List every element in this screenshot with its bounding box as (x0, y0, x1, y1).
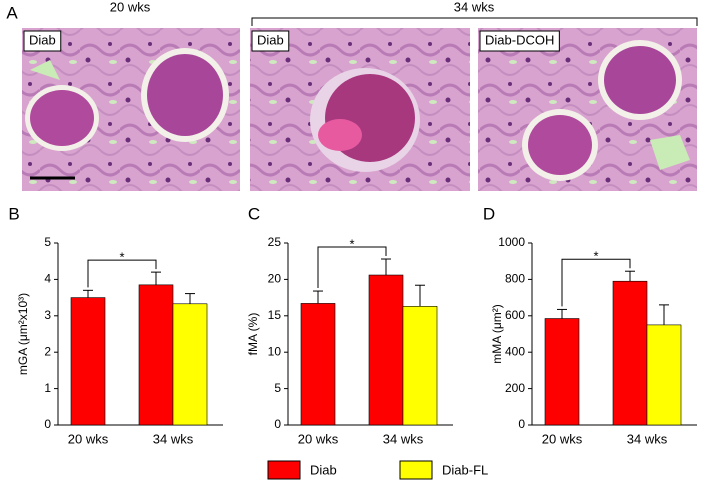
y-tick-label: 1 (44, 381, 51, 395)
y-tick-label: 4 (44, 272, 51, 286)
bar (612, 280, 648, 426)
bar (70, 297, 106, 426)
x-tick-label: 20 wks (68, 431, 109, 446)
x-tick-label: 20 wks (542, 431, 583, 446)
significance-mark: * (349, 236, 354, 251)
bar (402, 306, 438, 426)
legend-swatch (267, 460, 301, 480)
x-tick-label: 20 wks (298, 431, 339, 446)
y-tick-label: 10 (268, 344, 282, 358)
micrograph (22, 28, 240, 191)
y-axis-label: mGA (μm²x10³) (16, 293, 30, 375)
y-tick-label: 200 (505, 381, 525, 395)
group-bracket (251, 17, 698, 26)
panel-letter: B (8, 204, 19, 223)
y-tick-label: 0 (274, 417, 281, 431)
y-tick-label: 3 (44, 308, 51, 322)
legend-label: Diab (310, 462, 337, 477)
x-tick-label: 34 wks (153, 431, 194, 446)
micrograph (478, 28, 697, 191)
image-label: Diab (257, 32, 284, 47)
bar (646, 324, 682, 426)
y-tick-label: 600 (505, 308, 525, 322)
y-axis-label: mMA (μm²) (490, 304, 504, 364)
legend-swatch (399, 460, 433, 480)
group-label: 20 wks (110, 0, 151, 14)
significance-bracket (317, 246, 387, 289)
image-label: Diab (29, 32, 56, 47)
y-tick-label: 800 (505, 272, 525, 286)
micrograph (250, 28, 470, 191)
significance-bracket (561, 258, 631, 307)
y-tick-label: 25 (268, 235, 282, 249)
y-tick-label: 2 (44, 344, 51, 358)
y-tick-label: 5 (44, 235, 51, 249)
image-label-box (251, 30, 290, 52)
panel-letter: A (6, 3, 18, 22)
bar (368, 274, 404, 426)
y-axis-label: fMA (%) (246, 313, 260, 356)
image-label: Diab-DCOH (485, 32, 554, 47)
panel-letter: D (483, 204, 495, 223)
y-tick-label: 400 (505, 344, 525, 358)
bar (138, 284, 174, 426)
x-tick-label: 34 wks (383, 431, 424, 446)
image-label-box (479, 30, 560, 52)
bar (172, 303, 208, 426)
significance-mark: * (593, 249, 598, 264)
y-tick-label: 0 (44, 417, 51, 431)
bar (544, 318, 580, 426)
legend-label: Diab-FL (442, 462, 488, 477)
group-label: 34 wks (454, 0, 495, 14)
y-tick-label: 1000 (498, 235, 525, 249)
significance-bracket (87, 259, 157, 288)
y-tick-label: 0 (518, 417, 525, 431)
x-tick-label: 34 wks (627, 431, 668, 446)
bar (300, 303, 336, 426)
y-tick-label: 5 (274, 381, 281, 395)
y-tick-label: 20 (268, 272, 282, 286)
panel-letter: C (248, 204, 260, 223)
image-label-box (23, 30, 62, 52)
significance-mark: * (119, 250, 124, 265)
y-tick-label: 15 (268, 308, 282, 322)
